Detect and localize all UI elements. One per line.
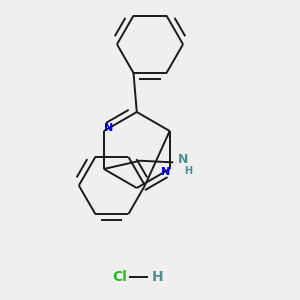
Text: N: N	[103, 123, 113, 134]
Text: H: H	[152, 270, 163, 284]
Text: H: H	[184, 166, 192, 176]
Text: Cl: Cl	[112, 270, 127, 284]
Text: N: N	[178, 153, 189, 166]
Text: N: N	[161, 167, 170, 177]
